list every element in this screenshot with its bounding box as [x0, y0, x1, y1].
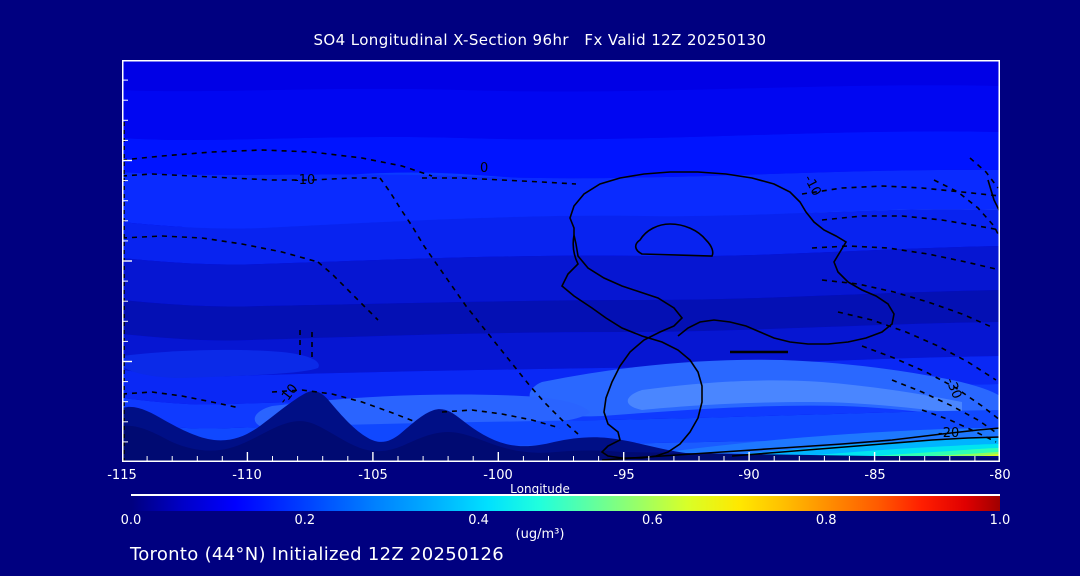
x-tick-label: -115 — [107, 468, 137, 483]
colorbar-tick-label: 0.2 — [294, 513, 316, 528]
colorbar — [131, 496, 1000, 511]
x-tick-label: -110 — [232, 468, 262, 483]
colorbar-top-rule — [131, 494, 1000, 496]
contour-label: -10 — [294, 173, 315, 188]
colorbar-gradient — [131, 496, 1000, 511]
x-tick-label: -100 — [483, 468, 513, 483]
x-axis-label: Longitude — [510, 482, 570, 496]
colorbar-tick-label: 0.4 — [468, 513, 489, 528]
x-tick-label: -105 — [358, 468, 388, 483]
colorbar-tick-labels: 0.0 0.2 0.4 0.6 0.8 1.0 — [121, 513, 1011, 531]
colorbar-tick-label: 1.0 — [989, 513, 1011, 528]
colorbar-units-label: (ug/m³) — [515, 527, 565, 542]
colorbar-tick-label: 0.0 — [120, 513, 142, 528]
colorbar-tick-label: 0.8 — [815, 513, 837, 528]
x-tick-label: -95 — [613, 468, 635, 483]
contour-label: 0 — [480, 161, 488, 176]
x-tick-label: -80 — [989, 468, 1011, 483]
x-tick-label: -85 — [864, 468, 886, 483]
cross-section-plot: -10 0 -10 -30 -20 -10 0 -10 — [122, 60, 1000, 462]
colorbar-tick-label: 0.6 — [642, 513, 663, 528]
chart-footer: Toronto (44°N) Initialized 12Z 20250126 — [130, 544, 505, 565]
chart-title: SO4 Longitudinal X-Section 96hr Fx Valid… — [313, 31, 767, 49]
axis-ticks — [122, 60, 1000, 462]
x-tick-label: -90 — [738, 468, 760, 483]
contour-label: -30 — [942, 376, 964, 401]
contour-label: -20 — [938, 426, 959, 441]
plot-area: -10 0 -10 -30 -20 -10 0 -10 — [122, 60, 1000, 462]
